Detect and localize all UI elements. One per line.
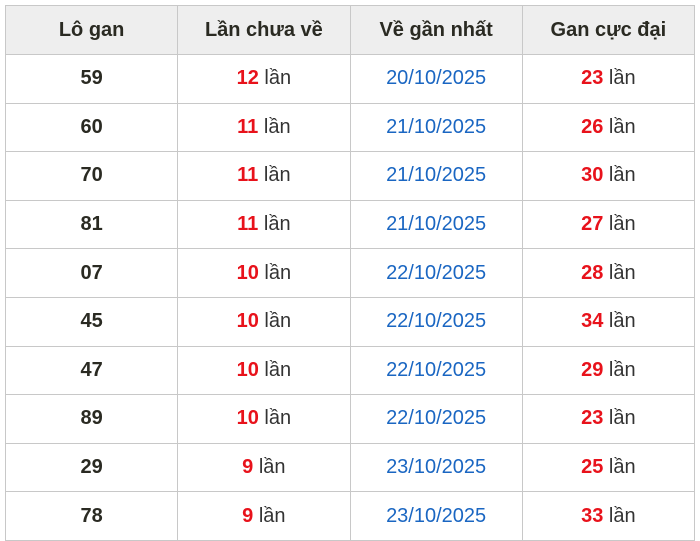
max-gan-cell: 28 lần: [521, 248, 696, 298]
missed-count: 10: [236, 358, 259, 381]
max-gan-cell: 29 lần: [521, 345, 696, 396]
max-gan-cell: 23 lần: [521, 394, 696, 444]
table-row: 47 10 lần 22/10/2025 29 lần: [4, 345, 696, 396]
table-row: 78 9 lần 23/10/2025 33 lần: [4, 491, 696, 541]
unit: lần: [608, 407, 636, 430]
unit: lần: [264, 407, 292, 430]
missed-count-cell: 10 lần: [177, 296, 351, 347]
lo-number: 60: [4, 102, 179, 153]
unit: lần: [608, 456, 636, 479]
unit: lần: [608, 115, 636, 138]
header-gan-cuc-dai: Gan cực đại: [521, 5, 696, 55]
table-row: 45 10 lần 22/10/2025 34 lần: [4, 296, 696, 347]
max-gan-cell: 23 lần: [521, 54, 696, 104]
missed-count: 10: [236, 310, 259, 333]
max-gan-cell: 25 lần: [521, 442, 696, 493]
max-gan: 26: [581, 115, 604, 138]
header-lo-gan: Lô gan: [4, 5, 179, 55]
last-date: 23/10/2025: [349, 442, 523, 493]
max-gan-cell: 27 lần: [521, 199, 696, 250]
missed-count: 11: [237, 213, 259, 236]
table-row: 07 10 lần 22/10/2025 28 lần: [4, 248, 696, 298]
unit: lần: [264, 67, 292, 90]
last-date: 21/10/2025: [349, 199, 523, 250]
missed-count: 12: [236, 67, 259, 90]
header-row: Lô gan Lần chưa về Về gần nhất Gan cực đ…: [4, 5, 696, 55]
unit: lần: [264, 310, 292, 333]
missed-count-cell: 10 lần: [177, 248, 351, 298]
unit: lần: [264, 358, 292, 381]
last-date: 21/10/2025: [349, 151, 523, 201]
last-date: 22/10/2025: [349, 296, 523, 347]
max-gan-cell: 30 lần: [521, 151, 696, 201]
missed-count-cell: 12 lần: [177, 54, 351, 104]
missed-count-cell: 11 lần: [177, 102, 351, 153]
lo-number: 07: [4, 248, 179, 298]
unit: lần: [608, 213, 636, 236]
header-lan-chua-ve: Lần chưa về: [177, 5, 351, 55]
lo-number: 89: [4, 394, 179, 444]
lo-number: 29: [4, 442, 179, 493]
missed-count-cell: 11 lần: [177, 151, 351, 201]
unit: lần: [608, 310, 636, 333]
unit: lần: [608, 67, 636, 90]
max-gan: 28: [581, 261, 604, 284]
unit: lần: [263, 164, 291, 187]
table-row: 59 12 lần 20/10/2025 23 lần: [4, 54, 696, 104]
max-gan: 30: [581, 164, 604, 187]
lo-number: 81: [4, 199, 179, 250]
max-gan: 27: [581, 213, 604, 236]
unit: lần: [608, 164, 636, 187]
missed-count: 9: [242, 504, 254, 527]
lo-number: 70: [4, 151, 179, 201]
missed-count: 11: [237, 115, 259, 138]
max-gan: 29: [581, 358, 604, 381]
lo-number: 47: [4, 345, 179, 396]
header-ve-gan-nhat: Về gần nhất: [349, 5, 523, 55]
unit: lần: [608, 504, 636, 527]
missed-count-cell: 10 lần: [177, 345, 351, 396]
max-gan: 23: [581, 407, 604, 430]
missed-count: 10: [236, 261, 259, 284]
unit: lần: [608, 261, 636, 284]
lo-number: 59: [4, 54, 179, 104]
missed-count: 11: [237, 164, 259, 187]
max-gan-cell: 34 lần: [521, 296, 696, 347]
unit: lần: [608, 358, 636, 381]
last-date: 20/10/2025: [349, 54, 523, 104]
last-date: 23/10/2025: [349, 491, 523, 541]
unit: lần: [258, 504, 286, 527]
max-gan: 23: [581, 67, 604, 90]
lo-number: 45: [4, 296, 179, 347]
table-row: 81 11 lần 21/10/2025 27 lần: [4, 199, 696, 250]
unit: lần: [263, 115, 291, 138]
max-gan: 33: [581, 504, 604, 527]
missed-count-cell: 10 lần: [177, 394, 351, 444]
table-row: 70 11 lần 21/10/2025 30 lần: [4, 151, 696, 201]
max-gan: 25: [581, 456, 604, 479]
table-row: 89 10 lần 22/10/2025 23 lần: [4, 394, 696, 444]
max-gan: 34: [581, 310, 604, 333]
last-date: 22/10/2025: [349, 345, 523, 396]
unit: lần: [263, 213, 291, 236]
missed-count-cell: 9 lần: [177, 442, 351, 493]
table-row: 60 11 lần 21/10/2025 26 lần: [4, 102, 696, 153]
last-date: 22/10/2025: [349, 394, 523, 444]
max-gan-cell: 26 lần: [521, 102, 696, 153]
unit: lần: [258, 456, 286, 479]
missed-count: 9: [242, 456, 254, 479]
last-date: 21/10/2025: [349, 102, 523, 153]
unit: lần: [264, 261, 292, 284]
last-date: 22/10/2025: [349, 248, 523, 298]
max-gan-cell: 33 lần: [521, 491, 696, 541]
missed-count-cell: 9 lần: [177, 491, 351, 541]
missed-count-cell: 11 lần: [177, 199, 351, 250]
missed-count: 10: [236, 407, 259, 430]
lo-gan-table: Lô gan Lần chưa về Về gần nhất Gan cực đ…: [4, 5, 696, 541]
table-row: 29 9 lần 23/10/2025 25 lần: [4, 442, 696, 493]
lo-number: 78: [4, 491, 179, 541]
